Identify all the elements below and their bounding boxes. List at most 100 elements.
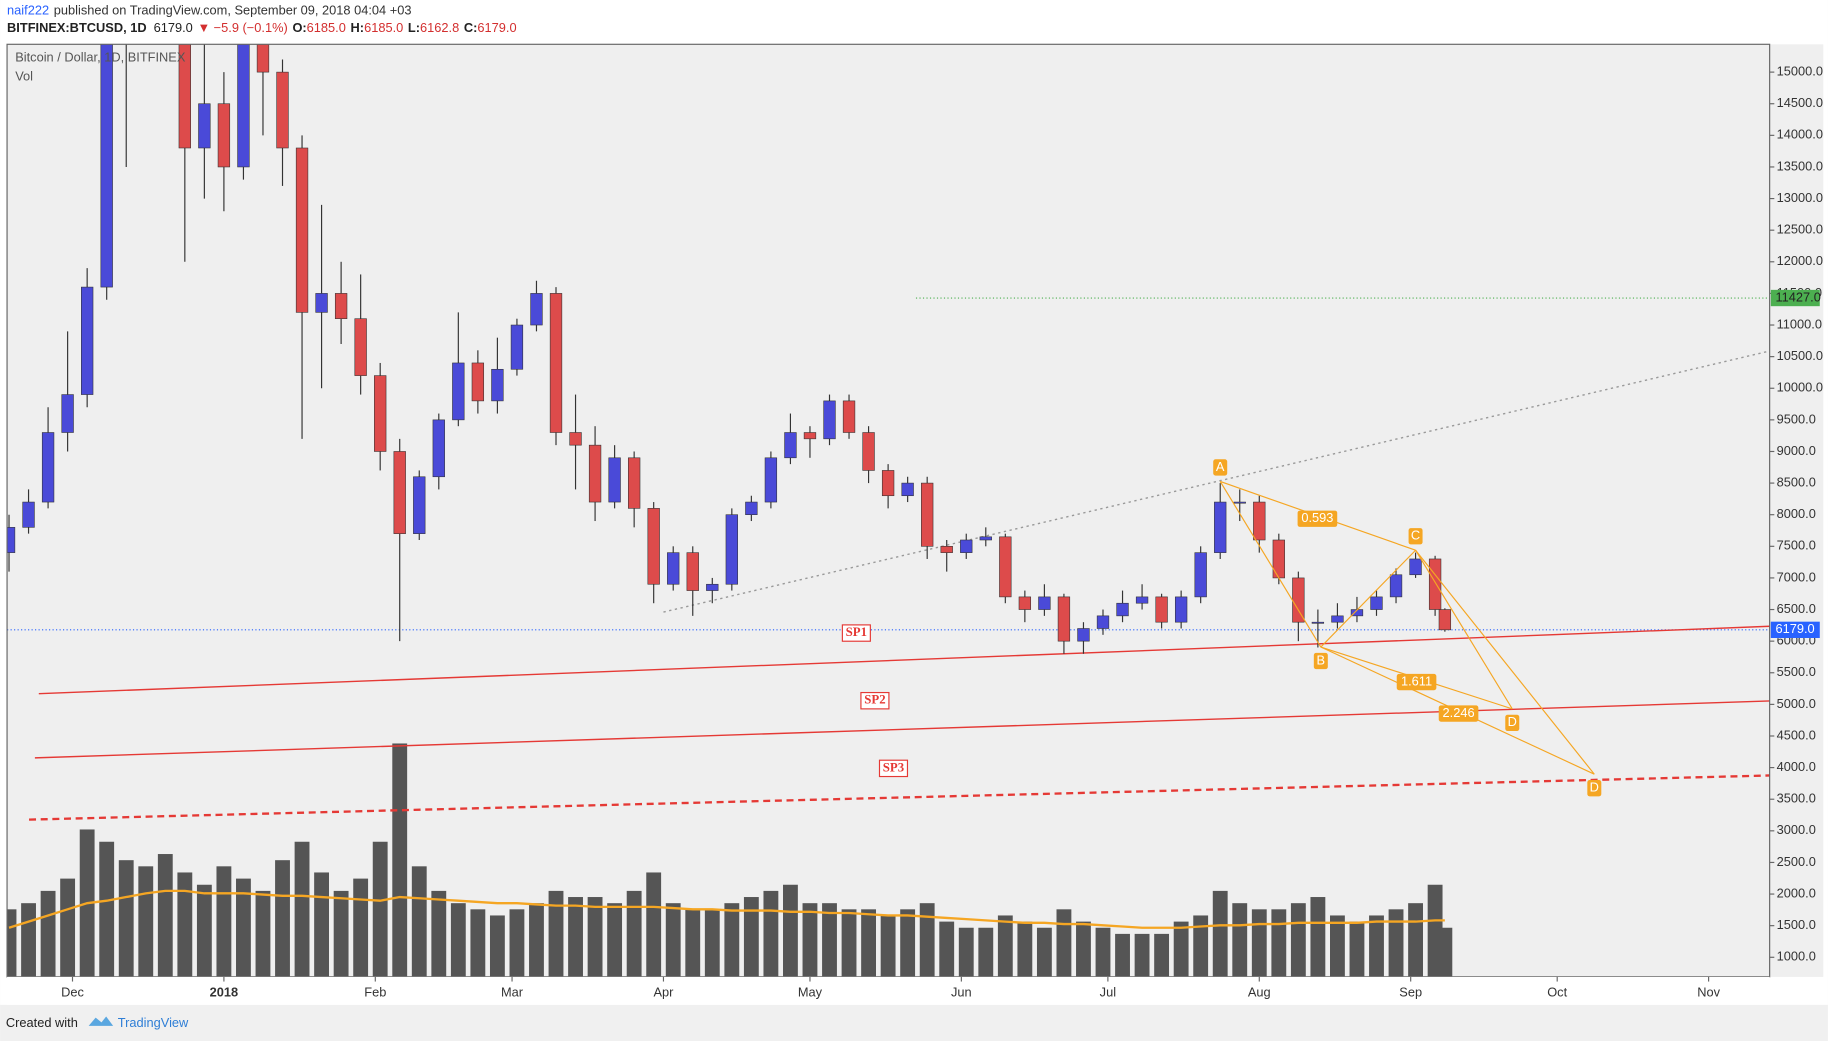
candle-body <box>1077 628 1090 642</box>
candle-body <box>745 501 758 515</box>
ratio-box <box>1438 705 1479 722</box>
pattern-leg <box>1415 549 1513 710</box>
volume-bar <box>216 866 232 977</box>
pattern-point-label: B <box>1317 652 1326 667</box>
candle-body <box>1135 596 1149 604</box>
candle-body <box>1018 596 1032 610</box>
volume-bar <box>743 897 759 977</box>
volume-bar <box>1095 927 1111 977</box>
candle-body <box>315 293 328 313</box>
y-tick-label: 15000.0 <box>1777 64 1823 79</box>
tradingview-logo <box>88 1016 114 1026</box>
candle-body <box>374 375 387 452</box>
candle-body <box>491 368 504 402</box>
y-tick-label: 9500.0 <box>1777 411 1816 426</box>
footer-bar <box>0 1004 1828 1041</box>
volume-bar <box>294 841 310 977</box>
candle-body <box>198 103 211 149</box>
candle-body <box>784 432 797 459</box>
trend-label: SP3 <box>883 760 904 774</box>
y-tick-label: 10500.0 <box>1777 348 1823 363</box>
volume-bar <box>1310 897 1326 977</box>
candle-body <box>627 457 641 509</box>
candle-body <box>823 400 836 440</box>
x-tick-label: Nov <box>1697 985 1720 1000</box>
candle-body <box>764 457 778 503</box>
candle-body <box>452 362 465 421</box>
candle-body <box>1331 615 1344 623</box>
volume-bar <box>861 909 876 977</box>
candle-body <box>803 432 817 440</box>
volume-bar <box>1036 927 1052 977</box>
candle-body <box>256 44 270 73</box>
volume-bar <box>392 743 408 977</box>
candle-body <box>1194 552 1207 598</box>
volume-bar <box>1330 915 1345 977</box>
volume-bar <box>353 878 369 977</box>
y-tick-label: 5000.0 <box>1777 696 1816 711</box>
volume-bar <box>529 903 544 977</box>
pattern-point-box <box>1505 714 1520 732</box>
brand[interactable]: TradingView <box>118 1015 189 1030</box>
candle-body <box>1409 558 1422 576</box>
x-tick-label: Feb <box>364 985 386 1000</box>
volume-bar <box>1193 915 1209 977</box>
volume-bar <box>978 927 994 977</box>
volume-bar <box>568 897 583 977</box>
candle-body <box>1174 596 1188 623</box>
volume-bar <box>1408 903 1423 977</box>
candle-body <box>354 318 367 376</box>
candle-body <box>686 552 699 591</box>
y-tick-label: 10000.0 <box>1777 380 1823 395</box>
y-tick-label: 1500.0 <box>1777 917 1816 932</box>
y-tick-label: 7000.0 <box>1777 569 1816 584</box>
volume-bar <box>1349 921 1365 977</box>
y-tick-label: 8500.0 <box>1777 474 1816 489</box>
volume-bar <box>880 915 896 977</box>
candle-body <box>276 71 289 149</box>
user[interactable]: naif222 <box>7 3 49 18</box>
volume-bar <box>822 903 837 977</box>
volume-bar <box>919 903 935 977</box>
volume-bar <box>275 860 290 977</box>
x-tick-label: Sep <box>1399 985 1422 1000</box>
volume-bar <box>841 909 857 977</box>
volume-bar <box>1173 921 1189 977</box>
candle-body <box>999 536 1012 598</box>
y-tick-label: 4500.0 <box>1777 727 1816 742</box>
volume-bar <box>646 872 662 977</box>
symbol: BITFINEX:BTCUSD, 1D <box>7 21 147 36</box>
candle-body <box>960 539 973 553</box>
ohlc-key: H: <box>351 21 365 36</box>
y-tick-label: 11000.0 <box>1777 316 1822 331</box>
candle-body <box>1292 577 1305 623</box>
trend-label: SP2 <box>864 693 885 707</box>
volume-bar <box>1154 933 1170 977</box>
ratio-label: 0.593 <box>1301 510 1333 525</box>
volume-bar <box>21 903 36 977</box>
volume-bar <box>196 884 212 977</box>
volume-bar <box>900 909 916 977</box>
volume-bar <box>587 897 603 977</box>
volume-bar <box>7 909 17 977</box>
candle-body <box>61 394 74 433</box>
volume-bar <box>1134 933 1150 977</box>
volume-bar <box>1212 890 1228 977</box>
volume-bar <box>236 878 251 977</box>
published: published on TradingView.com, September … <box>54 3 412 18</box>
candle-body <box>1233 501 1246 504</box>
volume-bar <box>1388 909 1404 977</box>
axes: 1000.0 1500.0 2000.0 2500.0 3000.0 3500.0 4000… <box>61 64 1823 1000</box>
volume-bar <box>724 903 740 977</box>
candle-body <box>667 552 680 585</box>
candle-body <box>413 476 426 534</box>
volume-bar <box>548 890 564 977</box>
trend-label-box <box>841 624 871 642</box>
volume-bar <box>1271 909 1287 977</box>
x-tick-label: Jul <box>1100 985 1116 1000</box>
volume-bar <box>939 921 955 977</box>
pattern-leg <box>1219 481 1322 648</box>
volume-bar <box>138 866 154 977</box>
y-tick-label: 3000.0 <box>1777 822 1816 837</box>
